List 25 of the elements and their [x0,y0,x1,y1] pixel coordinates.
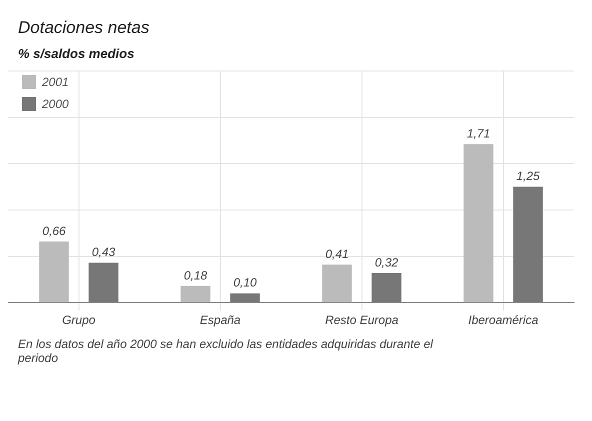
bar [322,264,352,302]
x-tick-label: España [200,313,241,328]
bar [230,293,260,302]
data-label: 1,25 [516,169,540,184]
data-label: 1,71 [466,126,490,141]
legend-label: 2001 [42,75,69,89]
x-tick-label: Iberoamérica [468,313,539,328]
data-label: 0,41 [325,246,349,261]
data-label: 0,10 [233,276,258,290]
data-label: 0,66 [42,224,66,238]
data-label: 0,18 [184,268,208,282]
bar [88,262,118,302]
bar [372,272,402,302]
legend-label: 2000 [42,97,69,111]
bar [180,286,210,302]
chart-subtitle: % s/saldos medios [17,45,136,61]
x-tick-label: Resto Europa [325,313,399,328]
data-label: 0,32 [374,255,399,270]
bar [464,144,494,302]
data-label: 0,43 [92,245,116,260]
x-tick-label: Grupo [62,313,96,328]
bar [513,186,543,302]
bar [39,241,69,302]
chart-title: Dotaciones netas [17,17,150,38]
text: En los datos del año 2000 se han excluido las entidades adquiridas durante el periodo [16,336,434,365]
